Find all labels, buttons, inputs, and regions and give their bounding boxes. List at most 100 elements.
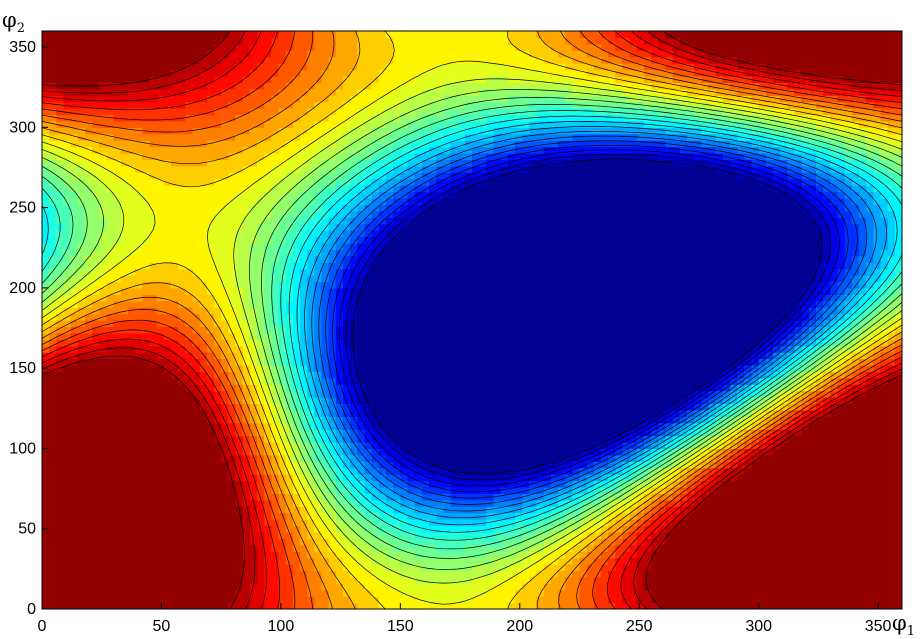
contour-cell: [249, 551, 258, 559]
contour-cell: [529, 364, 538, 372]
contour-cell: [257, 364, 265, 372]
contour-cell: [837, 602, 846, 609]
contour-cell: [120, 345, 129, 353]
contour-cell: [486, 480, 495, 488]
contour-cell: [507, 480, 516, 488]
contour-cell: [163, 429, 172, 437]
contour-cell: [500, 519, 509, 527]
contour-cell: [63, 602, 72, 609]
contour-cell: [450, 442, 459, 450]
contour-cell: [85, 397, 93, 405]
contour-cell: [414, 339, 423, 347]
contour-cell: [844, 576, 853, 584]
contour-cell: [163, 602, 172, 609]
contour-cell: [887, 583, 896, 591]
contour-cell: [85, 345, 93, 353]
contour-cell: [400, 525, 409, 533]
contour-cell: [493, 551, 502, 559]
contour-cell: [343, 339, 351, 347]
contour-cell: [300, 512, 308, 520]
contour-cell: [851, 551, 860, 559]
contour-cell: [285, 589, 294, 597]
contour-cell: [558, 570, 566, 578]
contour-cell: [816, 576, 824, 584]
contour-cell: [106, 551, 115, 559]
contour-cell: [70, 564, 79, 572]
contour-cell: [780, 358, 788, 366]
contour-cell: [479, 583, 487, 591]
contour-cell: [156, 589, 165, 597]
contour-cell: [307, 576, 315, 584]
contour-cell: [615, 564, 624, 572]
contour-cell: [765, 583, 774, 591]
contour-cell: [787, 467, 796, 475]
contour-cell: [70, 531, 79, 539]
contour-cell: [565, 531, 573, 539]
contour-cell: [550, 409, 559, 417]
contour-cell: [77, 339, 86, 347]
contour-cell: [894, 371, 902, 379]
contour-cell: [694, 531, 702, 539]
contour-cell: [92, 364, 100, 372]
contour-cell: [178, 435, 186, 443]
contour-cell: [472, 538, 480, 546]
contour-cell: [328, 570, 337, 578]
contour-cell: [221, 531, 229, 539]
contour-cell: [722, 538, 731, 546]
contour-cell: [335, 358, 344, 366]
contour-cell: [185, 602, 194, 609]
contour-cell: [579, 576, 588, 584]
contour-cell: [608, 596, 616, 604]
contour-cell: [894, 570, 902, 578]
contour-cell: [765, 570, 774, 578]
contour-cell: [436, 564, 444, 572]
contour-cell: [443, 596, 452, 604]
contour-cell: [887, 435, 896, 443]
contour-cell: [586, 519, 595, 527]
contour-cell: [257, 519, 265, 527]
contour-cell: [436, 589, 444, 597]
contour-cell: [357, 416, 366, 424]
contour-cell: [56, 461, 65, 469]
contour-cell: [708, 397, 717, 405]
contour-cell: [163, 416, 172, 424]
contour-cell: [120, 377, 129, 385]
contour-cell: [823, 397, 831, 405]
contour-cell: [765, 512, 774, 520]
contour-cell: [242, 512, 251, 520]
contour-cell: [780, 538, 788, 546]
contour-cell: [880, 435, 889, 443]
contour-cell: [85, 435, 93, 443]
contour-cell: [758, 454, 767, 462]
contour-cell: [206, 589, 215, 597]
contour-cell: [350, 390, 358, 398]
contour-cell: [744, 384, 753, 392]
contour-cell: [371, 371, 380, 379]
contour-cell: [801, 377, 810, 385]
contour-cell: [113, 409, 122, 417]
contour-cell: [823, 364, 831, 372]
contour-cell: [687, 345, 695, 353]
contour-cell: [816, 551, 824, 559]
contour-cell: [350, 474, 358, 482]
contour-cell: [579, 384, 588, 392]
contour-cell: [271, 384, 280, 392]
contour-cell: [421, 345, 430, 353]
contour-cell: [257, 583, 265, 591]
contour-cell: [701, 480, 710, 488]
contour-cell: [644, 435, 652, 443]
contour-cell: [765, 358, 774, 366]
contour-cell: [92, 499, 100, 507]
contour-cell: [672, 435, 681, 443]
contour-cell: [765, 564, 774, 572]
contour-cell: [636, 493, 645, 501]
contour-cell: [751, 371, 760, 379]
contour-cell: [77, 377, 86, 385]
contour-cell: [801, 596, 810, 604]
contour-cell: [837, 429, 846, 437]
contour-cell: [780, 602, 788, 609]
contour-cell: [228, 345, 237, 353]
contour-cell: [773, 564, 781, 572]
contour-cell: [63, 589, 72, 597]
contour-cell: [357, 589, 366, 597]
